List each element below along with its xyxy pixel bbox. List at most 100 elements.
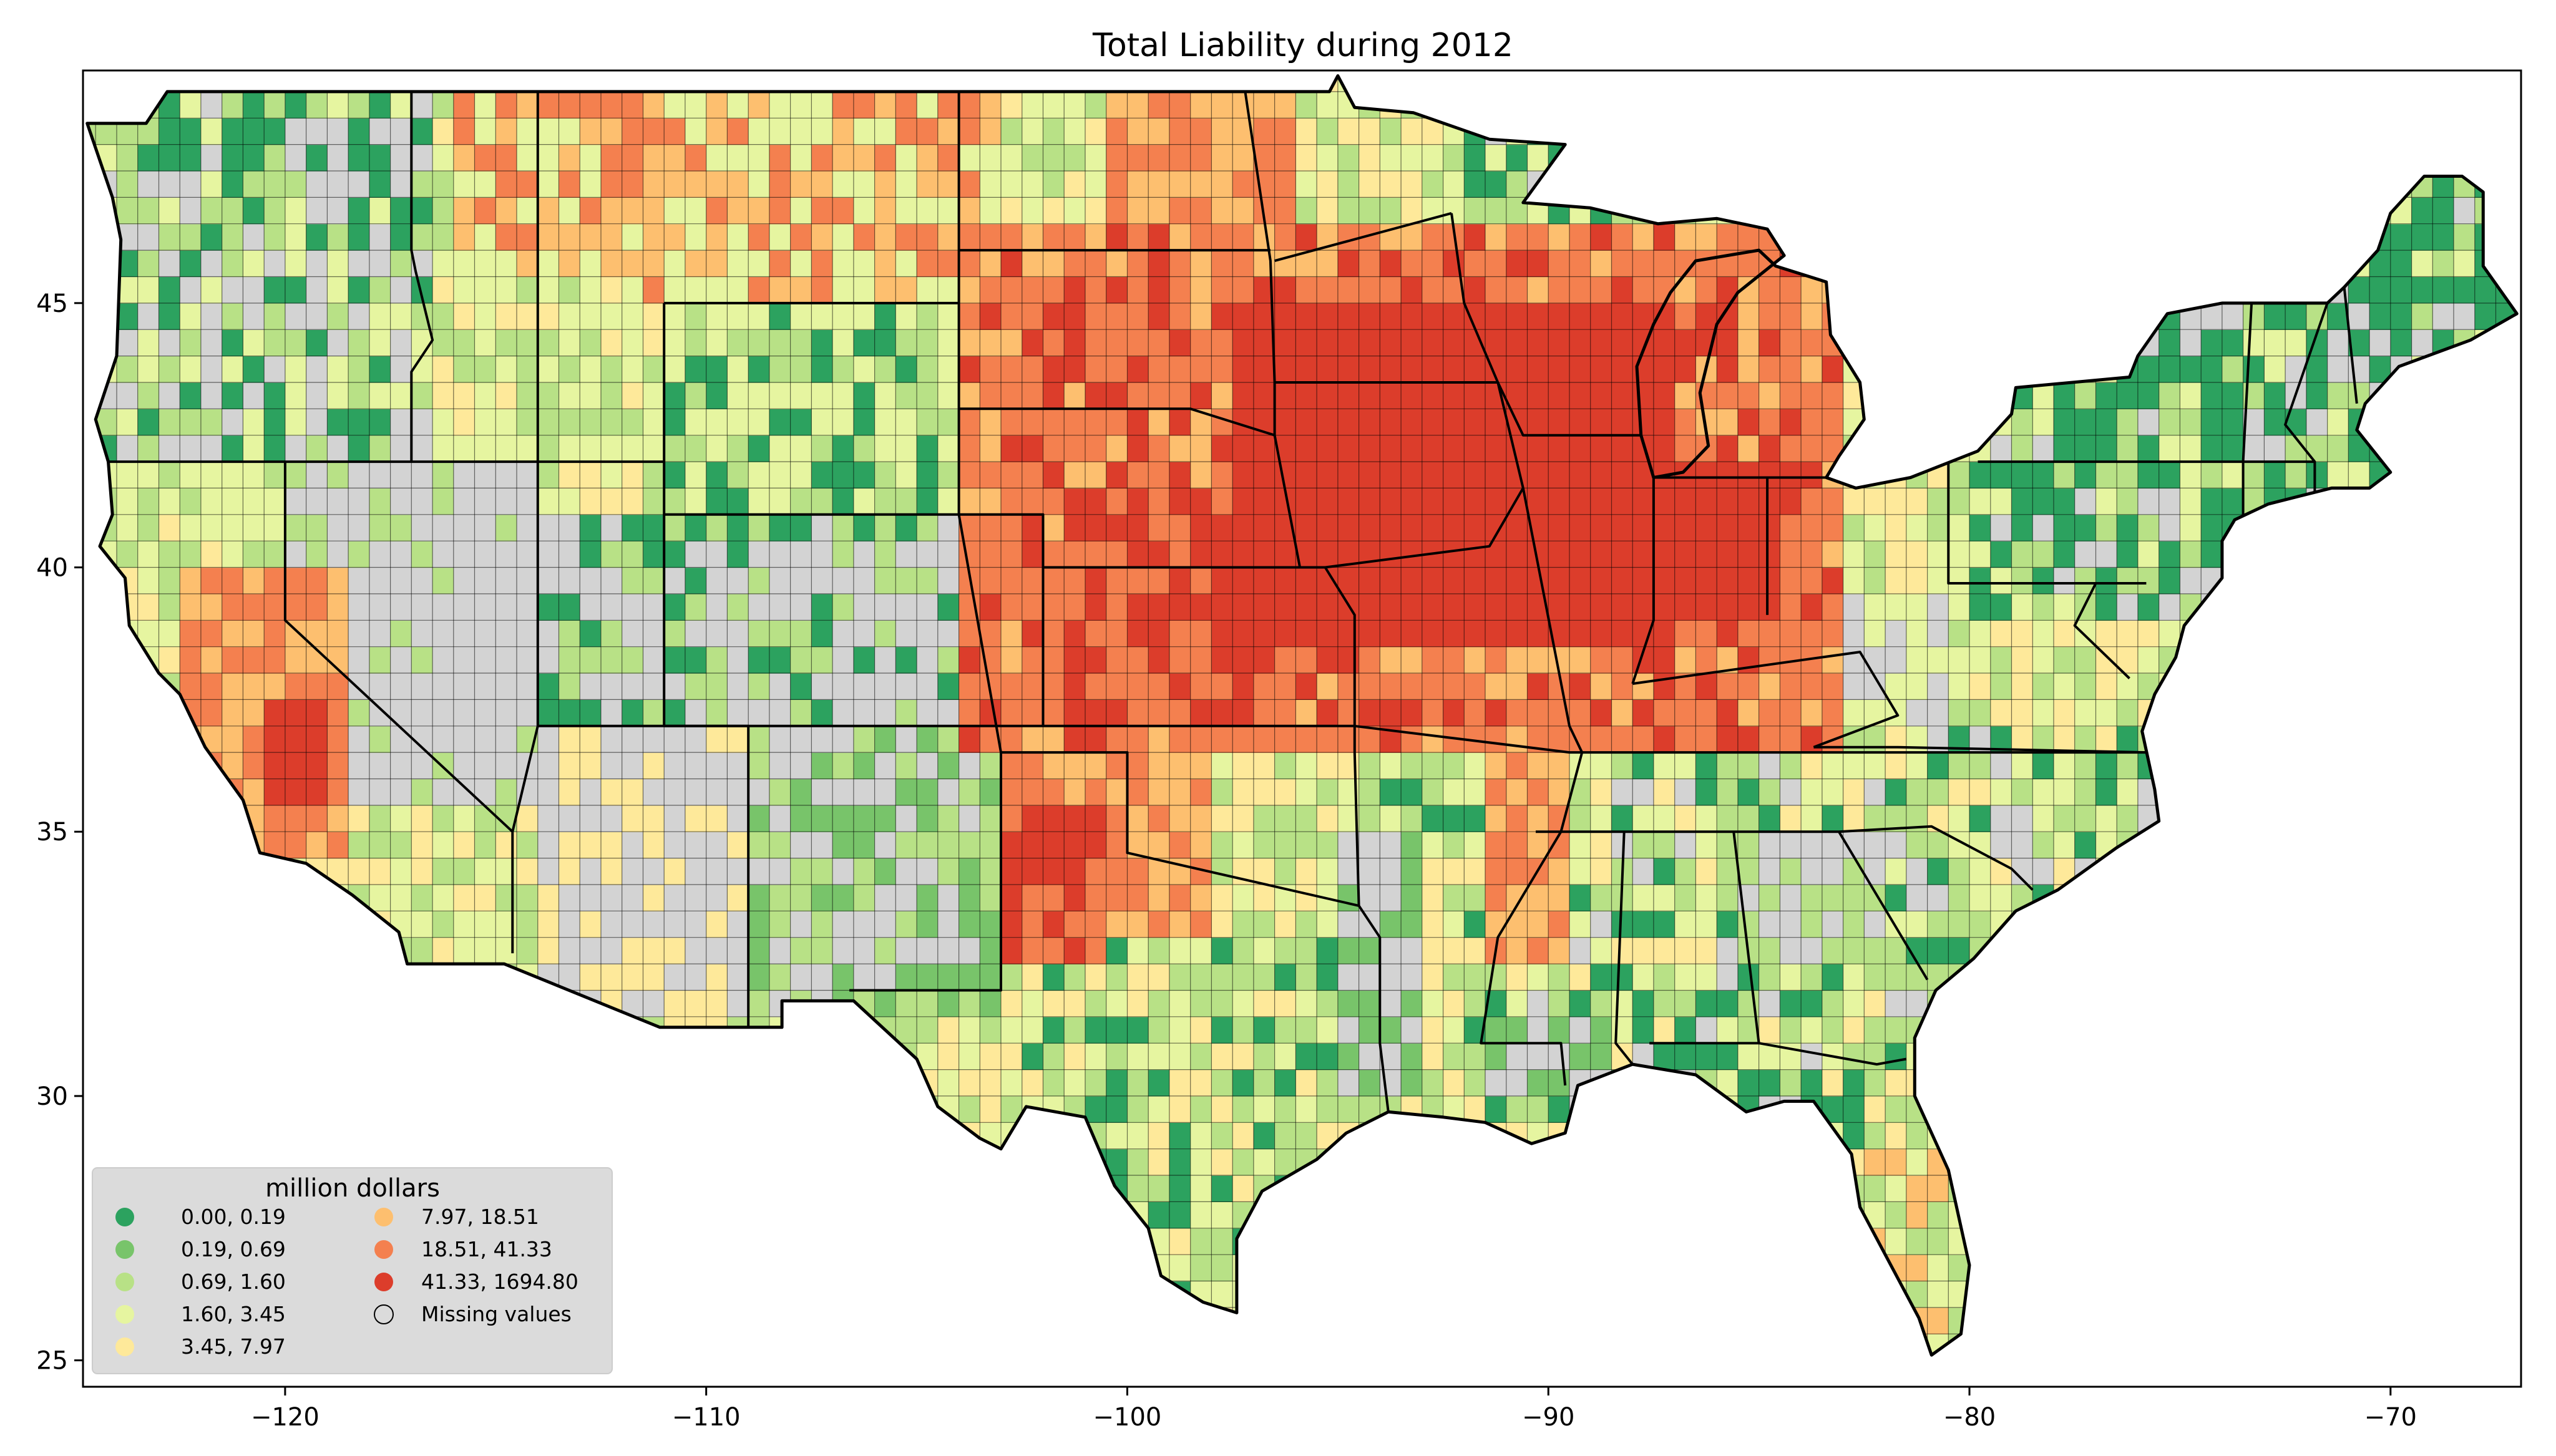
county-cell: [1043, 356, 1065, 383]
county-cell: [937, 1175, 960, 1202]
county-cell: [853, 1201, 876, 1229]
county-cell: [2074, 1255, 2096, 1282]
county-cell: [243, 620, 265, 648]
county-cell: [1695, 91, 1717, 119]
county-cell: [1717, 937, 1739, 964]
county-cell: [1780, 832, 1802, 859]
county-cell: [1127, 250, 1149, 278]
county-cell: [1422, 858, 1444, 885]
county-cell: [664, 646, 686, 674]
county-cell: [1148, 1148, 1170, 1176]
county-cell: [1169, 620, 1191, 648]
county-cell: [1043, 250, 1065, 278]
county-cell: [390, 541, 412, 568]
county-cell: [1085, 1281, 1107, 1308]
county-cell: [1801, 356, 1823, 383]
county-cell: [1548, 276, 1570, 304]
county-cell: [222, 541, 243, 568]
county-cell: [1064, 646, 1086, 674]
county-cell: [937, 118, 960, 145]
county-cell: [1401, 567, 1423, 595]
county-cell: [1611, 699, 1633, 727]
county-cell: [1653, 329, 1676, 357]
county-cell: [1001, 779, 1023, 806]
county-cell: [980, 118, 1002, 145]
county-cell: [264, 726, 286, 753]
county-cell: [1506, 303, 1528, 330]
county-cell: [1569, 1281, 1591, 1308]
county-cell: [159, 144, 180, 172]
county-cell: [2095, 171, 2117, 198]
county-cell: [1295, 435, 1317, 462]
county-cell: [769, 303, 791, 330]
county-cell: [87, 805, 96, 832]
county-cell: [411, 144, 433, 172]
county-cell: [264, 514, 286, 541]
county-cell: [853, 964, 876, 991]
county-cell: [874, 699, 896, 727]
county-cell: [1864, 726, 1886, 753]
county-cell: [874, 593, 896, 621]
county-cell: [87, 91, 96, 119]
county-cell: [1569, 673, 1591, 700]
county-cell: [1022, 1201, 1044, 1229]
county-cell: [1274, 382, 1296, 409]
county-cell: [2158, 303, 2180, 330]
county-cell: [917, 409, 939, 436]
county-cell: [1127, 435, 1149, 462]
county-cell: [1317, 1069, 1339, 1097]
county-cell: [1274, 1228, 1296, 1255]
county-cell: [874, 1148, 896, 1176]
county-cell: [643, 75, 665, 92]
county-cell: [832, 75, 854, 92]
county-cell: [200, 329, 223, 357]
county-cell: [517, 303, 539, 330]
county-cell: [1632, 118, 1654, 145]
county-cell: [853, 1069, 876, 1097]
county-cell: [1632, 752, 1654, 780]
county-cell: [1022, 1043, 1044, 1070]
county-cell: [937, 276, 960, 304]
county-cell: [1380, 409, 1402, 436]
county-cell: [200, 197, 223, 225]
county-cell: [1317, 858, 1339, 885]
county-cell: [1822, 620, 1844, 648]
county-cell: [1064, 488, 1086, 515]
county-cell: [853, 144, 876, 172]
county-cell: [1106, 171, 1128, 198]
county-cell: [2159, 1361, 2180, 1387]
county-cell: [1127, 1095, 1149, 1123]
county-cell: [1822, 1255, 1844, 1282]
county-cell: [1211, 1122, 1233, 1150]
county-cell: [2095, 726, 2117, 753]
county-cell: [832, 223, 854, 251]
county-cell: [580, 620, 602, 648]
county-cell: [348, 514, 370, 541]
county-cell: [895, 1122, 917, 1150]
county-cell: [1401, 488, 1423, 515]
county-cell: [1653, 1175, 1676, 1202]
county-cell: [2054, 1148, 2076, 1176]
county-cell: [1274, 303, 1296, 330]
county-cell: [1864, 1016, 1886, 1044]
county-cell: [853, 699, 876, 727]
county-cell: [685, 462, 707, 489]
county-cell: [643, 752, 665, 780]
county-cell: [980, 303, 1002, 330]
county-cell: [727, 779, 749, 806]
county-cell: [95, 779, 117, 806]
county-cell: [1358, 171, 1380, 198]
county-cell: [1906, 1228, 1928, 1255]
county-cell: [1001, 171, 1023, 198]
county-cell: [1295, 1255, 1317, 1282]
county-cell: [1443, 1255, 1465, 1282]
county-cell: [664, 329, 686, 357]
county-cell: [1253, 462, 1276, 489]
county-cell: [1043, 726, 1065, 753]
county-cell: [2158, 832, 2180, 859]
county-cell: [1527, 832, 1549, 859]
county-cell: [1401, 726, 1423, 753]
county-cell: [1232, 779, 1254, 806]
county-cell: [769, 1095, 791, 1123]
county-cell: [517, 1069, 539, 1097]
